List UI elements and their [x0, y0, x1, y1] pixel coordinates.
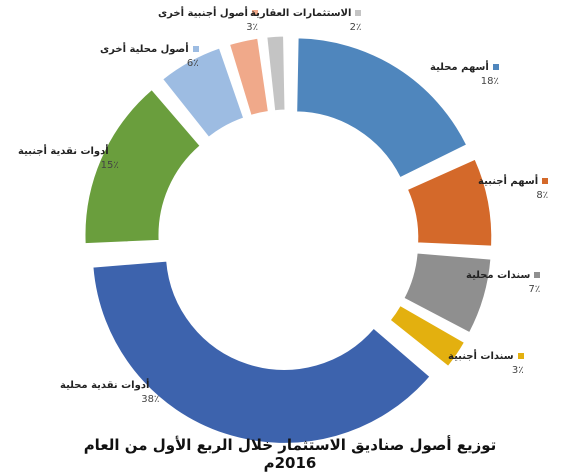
slice-name: أصول محلية أخرى [100, 44, 189, 55]
slice-percent: 8٪ [536, 190, 549, 201]
slice-name: سندات أجنبية [448, 351, 514, 362]
slice-label: أسهم محلية 18٪ [430, 62, 499, 87]
slice-label: الاستثمارات العقارية 2٪ [250, 8, 362, 33]
chart-title: توزيع أصول صناديق الاستثمار خلال الربع ا… [83, 436, 497, 472]
slice-percent: 2٪ [349, 22, 362, 33]
legend-swatch [355, 10, 362, 16]
donut-slice [161, 47, 245, 138]
slice-label: سندات محلية 7٪ [466, 270, 541, 295]
donut-slice [296, 37, 468, 179]
slice-label: أصول أجنبية أخرى 3٪ [158, 8, 258, 33]
slice-percent: 38٪ [141, 394, 160, 405]
donut-slice [406, 158, 493, 247]
slice-percent: 15٪ [100, 160, 119, 171]
slice-label: سندات أجنبية 3٪ [448, 351, 524, 376]
slice-label: أصول محلية أخرى 6٪ [100, 44, 199, 69]
donut-slice [389, 304, 466, 367]
donut-slice [266, 35, 286, 112]
slice-label: أدوات نقدية أجنبية 15٪ [18, 146, 119, 171]
legend-swatch [542, 178, 549, 184]
slice-percent: 3٪ [246, 22, 258, 33]
slice-name: أصول أجنبية أخرى [158, 8, 248, 19]
slice-name: سندات محلية [466, 270, 531, 281]
legend-swatch [251, 10, 258, 16]
slice-percent: 7٪ [528, 284, 541, 295]
donut-slice [228, 37, 269, 117]
slice-name: أسهم محلية [430, 62, 489, 73]
legend-swatch [153, 382, 160, 388]
slice-percent: 6٪ [186, 58, 199, 69]
donut-slice [84, 88, 201, 245]
legend-swatch [517, 353, 524, 359]
legend-swatch [534, 272, 541, 278]
legend-swatch [112, 148, 119, 154]
slice-label: أسهم أجنبية 8٪ [478, 176, 549, 201]
donut-chart [84, 35, 493, 444]
slice-percent: 18٪ [480, 76, 499, 87]
donut-slice [403, 252, 492, 334]
slice-name: أدوات نقدية محلية [60, 380, 150, 391]
slice-percent: 3٪ [511, 365, 524, 376]
legend-swatch [192, 46, 199, 52]
slice-label: أدوات نقدية محلية 38٪ [60, 380, 160, 405]
legend-swatch [492, 64, 499, 70]
slice-name: أسهم أجنبية [478, 176, 539, 187]
slice-name: الاستثمارات العقارية [250, 8, 352, 19]
donut-slice [92, 260, 431, 444]
slice-name: أدوات نقدية أجنبية [18, 146, 109, 157]
